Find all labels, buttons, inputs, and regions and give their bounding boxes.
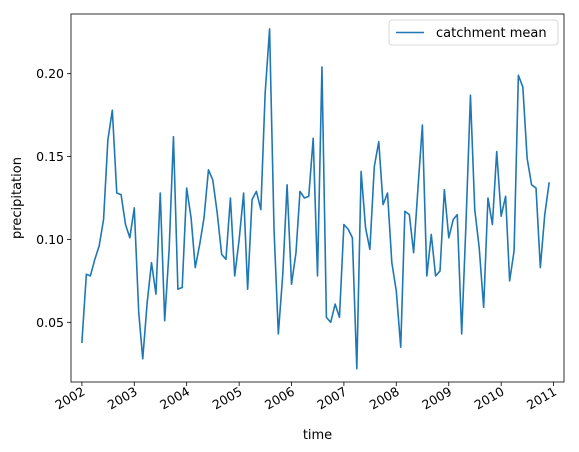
y-tick-label: 0.20 xyxy=(36,66,64,81)
legend-label: catchment mean xyxy=(436,26,547,41)
y-axis-ticks: 0.05 0.10 0.15 0.20 xyxy=(36,66,71,330)
plot-area xyxy=(81,28,550,370)
x-axis-label: time xyxy=(303,428,332,443)
axes-frame xyxy=(70,13,565,383)
y-tick-label: 0.15 xyxy=(36,149,64,164)
y-axis-label: precipitation xyxy=(10,157,25,239)
legend: catchment mean xyxy=(388,19,559,46)
y-tick-label: 0.05 xyxy=(36,315,64,330)
series-line-catchment-mean xyxy=(81,28,550,370)
y-tick-label: 0.10 xyxy=(36,232,64,247)
legend-box xyxy=(388,19,559,46)
